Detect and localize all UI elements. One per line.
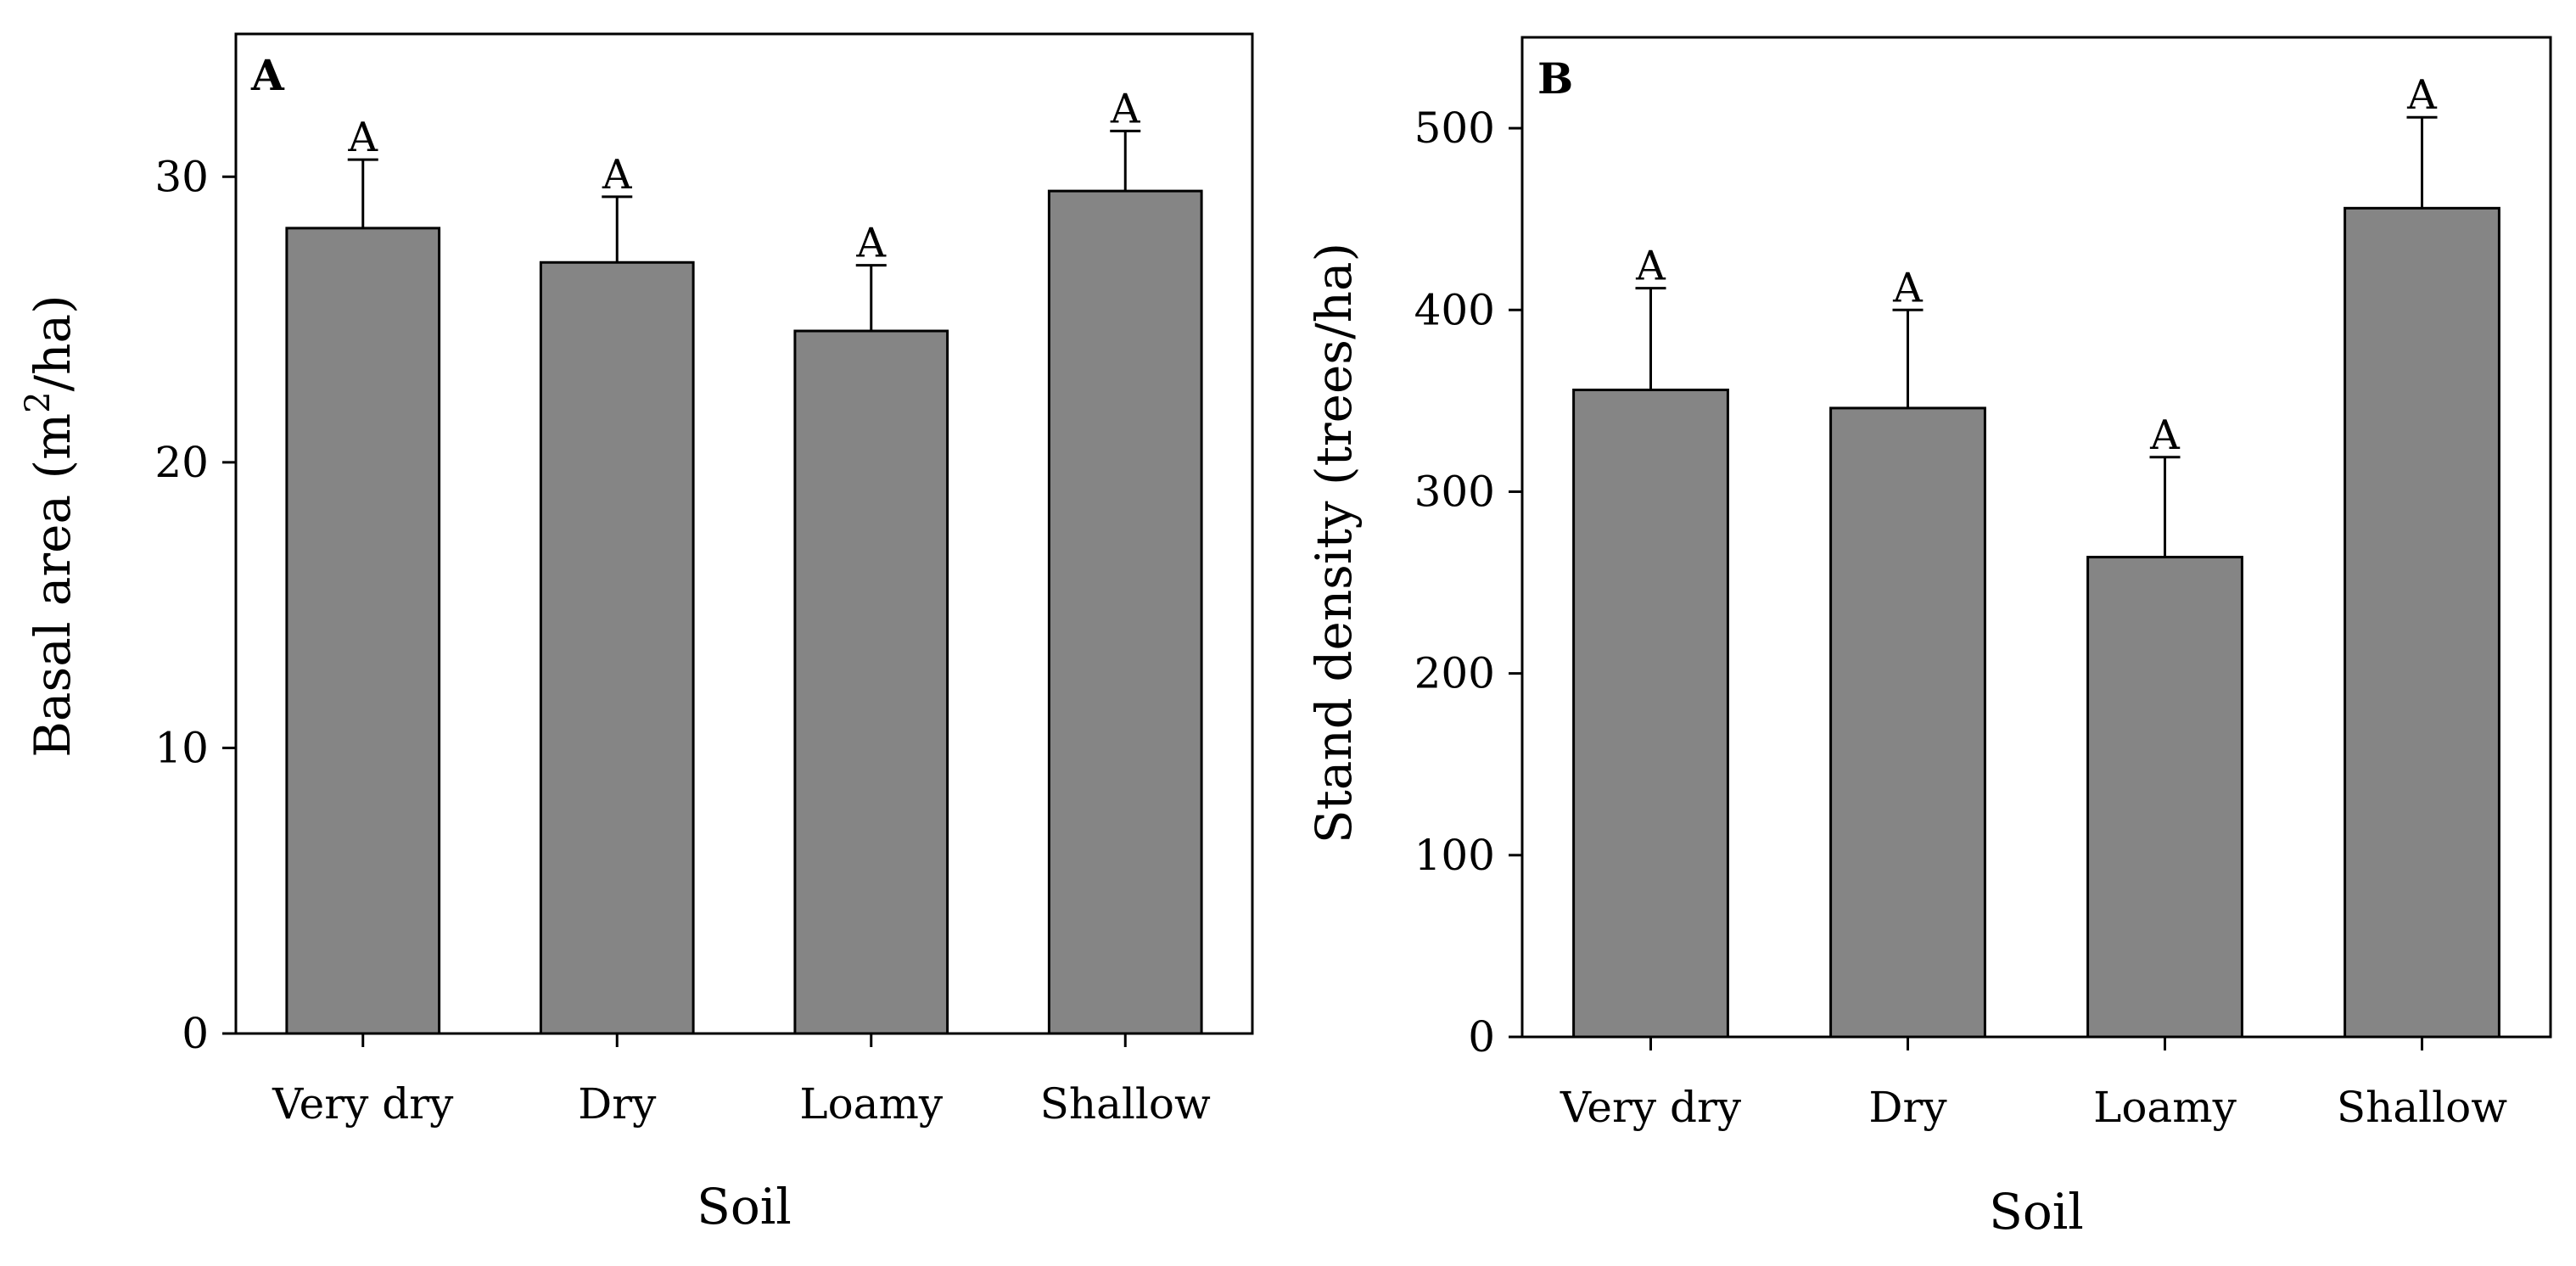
x-tick-label: Loamy xyxy=(2093,1083,2237,1132)
x-tick-label: Shallow xyxy=(1040,1079,1211,1129)
significance-letter: A xyxy=(1892,264,1924,311)
plot-frame xyxy=(1520,36,2552,1039)
bar xyxy=(285,227,441,1035)
y-axis-title-unit: /ha) xyxy=(24,294,81,391)
x-axis-title: Soil xyxy=(697,1178,792,1235)
bar xyxy=(1829,406,1986,1039)
panel-label: B xyxy=(1537,53,1573,104)
bar xyxy=(793,329,949,1035)
panel-label: A xyxy=(250,50,285,100)
y-axis-title-text: Stand density (trees/ha) xyxy=(1305,243,1363,843)
y-tick-label: 10 xyxy=(154,723,209,772)
significance-letter: A xyxy=(347,114,378,161)
y-tick-label: 500 xyxy=(1414,104,1495,153)
plot-frame xyxy=(234,32,1254,1035)
y-tick-label: 400 xyxy=(1414,285,1495,334)
x-tick-label: Loamy xyxy=(799,1079,944,1129)
significance-letter: A xyxy=(1635,243,1666,290)
bar xyxy=(2086,556,2243,1039)
x-tick-label: Dry xyxy=(1868,1083,1947,1132)
significance-letter: A xyxy=(855,220,887,267)
panel-b: 0 100 200 300 400 500 A Very dry A Dry A Loamy A Shal… xyxy=(1305,36,2552,1241)
y-axis-title: Stand density (trees/ha) xyxy=(1305,243,1363,843)
significance-letter: A xyxy=(2149,412,2181,459)
bar xyxy=(1572,389,1729,1039)
y-tick-label: 0 xyxy=(182,1009,209,1058)
x-axis-title: Soil xyxy=(1989,1183,2084,1241)
significance-letter: A xyxy=(602,151,633,199)
panel-a: 0 10 20 30 A Very dry A Dry A Loamy A Shallow A Soil B… xyxy=(19,32,1254,1235)
bar xyxy=(1047,189,1203,1035)
y-tick-label: 0 xyxy=(1468,1012,1495,1062)
x-tick-label: Very dry xyxy=(1560,1083,1742,1132)
bar xyxy=(539,260,695,1035)
y-axis-title-superscript: 2 xyxy=(19,391,58,412)
y-axis-title-text: Basal area (m xyxy=(24,413,81,758)
y-tick-label: 100 xyxy=(1414,831,1495,880)
x-tick-label: Shallow xyxy=(2337,1083,2507,1132)
y-tick-label: 30 xyxy=(154,152,209,201)
significance-letter: A xyxy=(1110,85,1141,132)
x-tick-label: Dry xyxy=(578,1079,657,1129)
significance-letter: A xyxy=(2406,71,2438,119)
bar xyxy=(2344,206,2500,1039)
y-tick-label: 300 xyxy=(1414,467,1495,516)
y-tick-label: 200 xyxy=(1414,649,1495,698)
y-axis-title: Basal area (m2/ha) xyxy=(19,294,81,757)
x-tick-label: Very dry xyxy=(272,1079,454,1129)
y-tick-label: 20 xyxy=(154,438,209,487)
